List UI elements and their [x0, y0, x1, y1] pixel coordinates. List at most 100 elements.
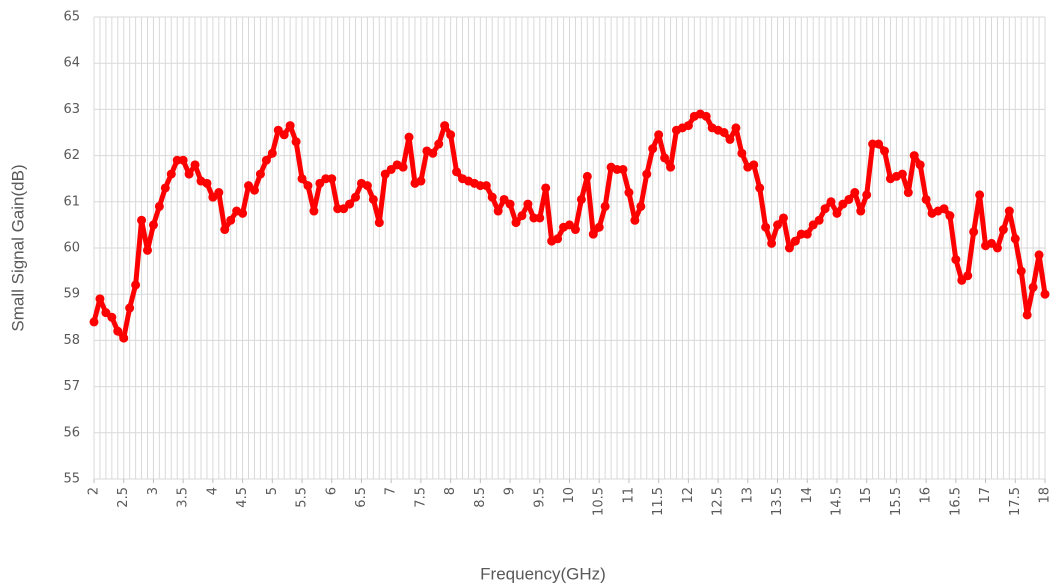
point	[737, 148, 747, 158]
point	[226, 215, 236, 225]
x-tick-label: 3.5	[176, 487, 191, 508]
x-tick-label: 4.5	[235, 487, 250, 508]
y-tick-label: 60	[63, 241, 80, 256]
point	[160, 183, 170, 193]
point	[951, 255, 961, 265]
point	[767, 238, 777, 248]
y-tick-label: 65	[63, 10, 80, 25]
point	[95, 294, 105, 304]
x-tick-label: 11.5	[651, 487, 666, 516]
x-tick-label: 8.5	[473, 487, 488, 508]
point	[618, 164, 628, 174]
point	[897, 169, 907, 179]
point	[446, 130, 456, 140]
x-tick-label: 9	[503, 487, 518, 495]
point	[131, 280, 141, 290]
point	[761, 222, 771, 232]
point	[89, 317, 99, 327]
point	[113, 326, 123, 336]
x-tick-label: 2.5	[116, 487, 131, 508]
x-tick-label: 16.5	[948, 487, 963, 516]
point	[166, 169, 176, 179]
y-axis-title: Small Signal Gain(dB)	[8, 164, 27, 331]
point	[755, 183, 765, 193]
point	[642, 169, 652, 179]
point	[1004, 206, 1014, 216]
point	[1040, 289, 1050, 299]
y-tick-label: 59	[63, 287, 80, 302]
point	[862, 190, 872, 200]
x-tick-label: 12.5	[711, 487, 726, 516]
x-tick-label: 14.5	[829, 487, 844, 516]
point	[297, 174, 307, 184]
point	[1034, 250, 1044, 260]
point	[570, 225, 580, 235]
point	[648, 144, 658, 154]
point	[452, 167, 462, 177]
point	[214, 188, 224, 198]
point	[398, 162, 408, 172]
point	[517, 211, 527, 221]
point	[850, 188, 860, 198]
y-tick-label: 64	[63, 56, 80, 71]
point	[992, 243, 1002, 253]
point	[255, 169, 265, 179]
point	[588, 229, 598, 239]
point	[404, 132, 414, 142]
point	[773, 220, 783, 230]
point	[725, 134, 735, 144]
point	[880, 146, 890, 156]
point	[820, 204, 830, 214]
point	[291, 137, 301, 147]
point	[487, 192, 497, 202]
point	[844, 194, 854, 204]
point	[374, 218, 384, 228]
point	[915, 160, 925, 170]
point	[826, 197, 836, 207]
point	[125, 303, 135, 313]
x-tick-label: 6	[324, 487, 339, 495]
point	[184, 169, 194, 179]
point	[666, 162, 676, 172]
point	[630, 215, 640, 225]
point	[594, 222, 604, 232]
x-tick-label: 18	[1038, 487, 1053, 504]
point	[945, 211, 955, 221]
point	[541, 183, 551, 193]
y-tick-label: 63	[63, 102, 80, 117]
point	[327, 174, 337, 184]
x-tick-label: 7.5	[413, 487, 428, 508]
point	[202, 178, 212, 188]
point	[362, 181, 372, 191]
x-tick-label: 8	[443, 487, 458, 495]
point	[921, 194, 931, 204]
point	[969, 227, 979, 237]
x-tick-label: 2	[87, 487, 102, 495]
y-tick-label: 58	[63, 333, 80, 348]
point	[535, 213, 545, 223]
point	[523, 199, 533, 209]
point	[154, 201, 164, 211]
x-tick-label: 15	[859, 487, 874, 504]
point	[790, 236, 800, 246]
point	[190, 160, 200, 170]
x-tick-label: 3	[146, 487, 161, 495]
point	[303, 181, 313, 191]
x-tick-label: 17	[978, 487, 993, 504]
point	[1028, 282, 1038, 292]
point	[636, 201, 646, 211]
point	[119, 333, 129, 343]
point	[701, 111, 711, 121]
x-tick-label: 6.5	[354, 487, 369, 508]
point	[249, 185, 259, 195]
point	[576, 194, 586, 204]
point	[481, 181, 491, 191]
point	[963, 271, 973, 281]
point	[351, 192, 361, 202]
point	[261, 155, 271, 165]
point	[624, 188, 634, 198]
y-tick-label: 55	[63, 472, 80, 487]
x-tick-label: 7	[384, 487, 399, 495]
point	[142, 245, 152, 255]
